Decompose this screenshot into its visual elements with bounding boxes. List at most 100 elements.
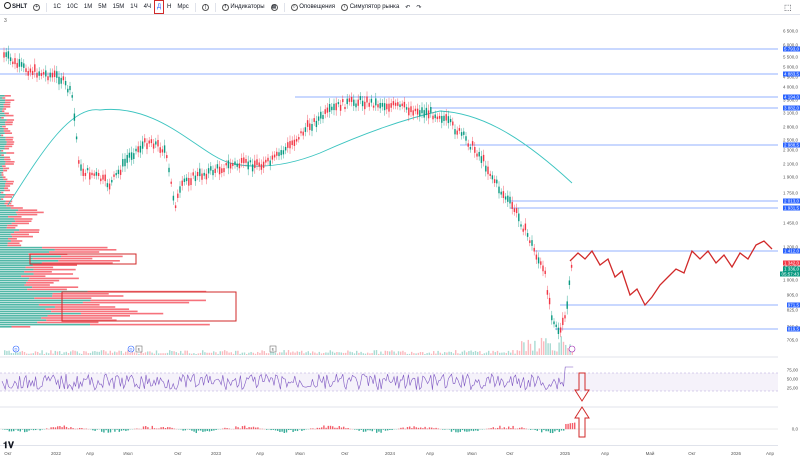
- timeframe-10s[interactable]: 10С: [64, 0, 81, 14]
- volume-bar: [88, 353, 89, 355]
- candle-body: [551, 315, 552, 320]
- profile-bar-up: [0, 280, 28, 282]
- indicators-button[interactable]: f Индикаторы: [219, 0, 268, 14]
- volume-bar: [24, 352, 25, 355]
- profile-bar-up: [0, 242, 8, 244]
- macd-bar: [198, 429, 199, 431]
- save-icon[interactable]: ⬚: [784, 3, 792, 12]
- candle-body: [160, 147, 161, 153]
- candle-body: [369, 103, 370, 107]
- profile-bar-down: [4, 196, 12, 198]
- macd-bar: [312, 428, 313, 429]
- svg-text:D: D: [130, 347, 133, 352]
- candle-body: [540, 261, 541, 264]
- macd-bar: [235, 426, 236, 429]
- event-badge[interactable]: E: [270, 346, 276, 352]
- macd-bar: [358, 429, 359, 431]
- macd-bar: [125, 429, 126, 431]
- event-badge[interactable]: D: [128, 346, 134, 352]
- redo-icon[interactable]: ↷: [413, 0, 424, 14]
- candle-body: [120, 170, 121, 175]
- moving-average-line[interactable]: [8, 109, 572, 205]
- volume-bar: [266, 353, 267, 355]
- profile-bar-up: [0, 300, 90, 302]
- candle-body: [461, 132, 462, 136]
- volume-bar: [321, 353, 322, 355]
- macd-bar: [323, 425, 324, 429]
- volume-bar: [48, 353, 49, 355]
- candle-body: [19, 59, 20, 67]
- macd-bar: [391, 429, 392, 430]
- profile-bar-down: [24, 284, 49, 286]
- candle-body: [327, 108, 328, 113]
- profile-bar-up: [0, 194, 6, 196]
- candle-body: [276, 152, 277, 156]
- profile-bar-down: [4, 130, 10, 132]
- candle-body: [450, 119, 451, 122]
- layouts-icon[interactable]: ▦: [268, 0, 281, 14]
- chart-type-icon[interactable]: |: [199, 0, 212, 14]
- price-tick: 1 750,0: [783, 191, 798, 196]
- tradingview-logo[interactable]: 𝟏𝐕: [3, 440, 14, 451]
- timeframe-15m[interactable]: 15М: [110, 0, 128, 14]
- macd-bar: [204, 429, 205, 431]
- macd-bar: [160, 427, 161, 429]
- candle-body: [10, 57, 11, 61]
- timeframe-day[interactable]: Д: [154, 0, 164, 14]
- candle-body: [397, 102, 398, 106]
- chart-toolbar: SHLT + 1С 10С 1М 5М 15М 1Ч 4Ч Д Н Мрс | …: [0, 0, 800, 15]
- profile-bar-down: [5, 146, 13, 148]
- candle-body: [278, 152, 279, 156]
- event-badge-icon[interactable]: [569, 346, 575, 352]
- price-tag: 1 412,0: [783, 249, 800, 254]
- macd-bar: [15, 429, 16, 430]
- macd-bar: [554, 429, 555, 431]
- timeframe-5m[interactable]: 5М: [95, 0, 109, 14]
- event-badge[interactable]: D: [13, 346, 19, 352]
- timeframe-1m[interactable]: 1М: [81, 0, 95, 14]
- candle-body: [410, 106, 411, 112]
- timeframe-week[interactable]: Н: [164, 0, 174, 14]
- macd-bar: [97, 429, 98, 430]
- profile-bar-down: [21, 275, 45, 277]
- replay-button[interactable]: ‹ Симулятор рынка: [338, 0, 402, 14]
- candle-body: [428, 110, 429, 118]
- horizontal-levels[interactable]: [0, 49, 778, 329]
- macd-bar: [202, 429, 203, 432]
- compare-icon[interactable]: +: [30, 0, 43, 14]
- candle-body: [435, 114, 436, 118]
- timeframe-4h[interactable]: 4Ч: [141, 0, 154, 14]
- profile-bar-down: [29, 278, 79, 280]
- volume-bar: [409, 354, 410, 355]
- volume-bar: [332, 352, 333, 355]
- volume-bar: [528, 340, 529, 355]
- candle-body: [223, 168, 224, 172]
- profile-bar-up: [0, 302, 83, 304]
- candle-body: [384, 103, 385, 110]
- volume-bar: [440, 353, 441, 355]
- event-badge[interactable]: E: [136, 346, 142, 352]
- timeframe-more[interactable]: Мрс: [174, 0, 191, 14]
- macd-bar: [226, 428, 227, 429]
- profile-bar-down: [26, 267, 54, 269]
- forecast-path[interactable]: [570, 241, 772, 305]
- candle-body: [208, 168, 209, 173]
- chart-canvas[interactable]: D D E E: [0, 15, 778, 445]
- volume-bar: [22, 351, 23, 355]
- profile-bar-down: [6, 137, 14, 139]
- timeframe-1s[interactable]: 1С: [50, 0, 64, 14]
- date-tick: Апр: [86, 451, 94, 456]
- undo-icon[interactable]: ↶: [402, 0, 413, 14]
- candle-body: [542, 266, 543, 272]
- alerts-button[interactable]: ○ Оповещения: [288, 0, 339, 14]
- price-tick: 6 500,0: [783, 29, 798, 34]
- date-tick: Окт: [174, 451, 182, 456]
- timeframe-1h[interactable]: 1Ч: [127, 0, 140, 14]
- profile-bar-down: [1, 154, 4, 156]
- candle-body: [94, 173, 95, 175]
- profile-bar-up: [0, 150, 1, 152]
- candle-body: [166, 155, 167, 158]
- candle-body: [490, 174, 491, 176]
- price-candles[interactable]: [3, 46, 572, 340]
